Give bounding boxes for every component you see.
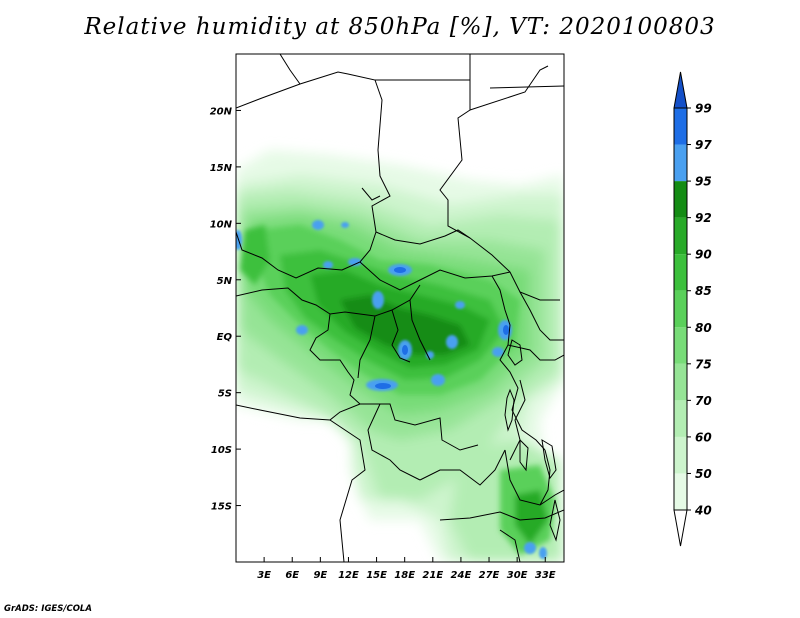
colorbar-label: 92	[695, 211, 712, 225]
colorbar-segment	[674, 108, 687, 145]
colorbar-label: 50	[695, 467, 712, 481]
colorbar-label: 70	[695, 394, 712, 408]
humidity-field	[236, 54, 564, 562]
colorbar-label: 80	[695, 321, 712, 335]
colorbar-label: 95	[695, 175, 712, 189]
y-tick-label: 5S	[218, 389, 232, 400]
x-tick-label: 15E	[366, 570, 387, 581]
colorbar-segment	[674, 436, 687, 474]
colorbar-segment	[674, 181, 687, 218]
colorbar-outline	[673, 107, 688, 511]
x-tick-label: 3E	[257, 570, 271, 581]
y-tick-label: 10S	[211, 445, 232, 456]
colorbar: 40 50 60 70 75 80 85 90 92 95 97 99	[673, 71, 712, 547]
colorbar-segment	[674, 400, 687, 437]
colorbar-segment	[674, 327, 687, 364]
x-tick-label: 27E	[479, 570, 500, 581]
y-tick-label: 10N	[210, 219, 233, 230]
lakes	[504, 339, 561, 542]
y-tick-label: 20N	[210, 106, 233, 117]
y-axis: 20N 15N 10N 5N EQ 5S 10S 15S	[210, 106, 241, 513]
x-tick-label: 18E	[394, 570, 415, 581]
x-tick-label: 30E	[507, 570, 528, 581]
x-tick-label: 24E	[451, 570, 472, 581]
x-tick-label: 9E	[313, 570, 327, 581]
colorbar-label: 97	[695, 138, 712, 152]
colorbar-label: 40	[694, 504, 712, 518]
colorbar-segment	[674, 290, 687, 328]
x-axis: 3E 6E 9E 12E 15E 18E 21E 24E 27E 30E 33E	[257, 557, 556, 581]
colorbar-label: 60	[695, 430, 712, 444]
chart-title: Relative humidity at 850hPa [%], VT: 202…	[84, 14, 716, 40]
country-borders	[236, 54, 564, 562]
x-tick-label: 33E	[535, 570, 556, 581]
y-tick-label: EQ	[217, 332, 233, 343]
y-tick-label: 5N	[217, 276, 233, 287]
y-tick-label: 15S	[211, 502, 232, 513]
x-tick-label: 6E	[285, 570, 299, 581]
colorbar-segment	[673, 71, 688, 109]
colorbar-segment	[673, 509, 688, 547]
x-tick-label: 21E	[422, 570, 443, 581]
colorbar-segment	[674, 473, 687, 510]
colorbar-label: 85	[695, 284, 712, 298]
y-tick-label: 15N	[210, 163, 233, 174]
colorbar-label: 99	[695, 102, 712, 116]
map-frame	[235, 53, 565, 563]
colorbar-segment	[674, 254, 687, 291]
x-tick-label: 12E	[338, 570, 359, 581]
credit-text: GrADS: IGES/COLA	[4, 604, 92, 614]
colorbar-segment	[674, 217, 687, 255]
colorbar-segment	[674, 144, 687, 182]
colorbar-label: 90	[695, 248, 712, 262]
colorbar-label: 75	[695, 357, 712, 371]
colorbar-segment	[674, 363, 687, 401]
